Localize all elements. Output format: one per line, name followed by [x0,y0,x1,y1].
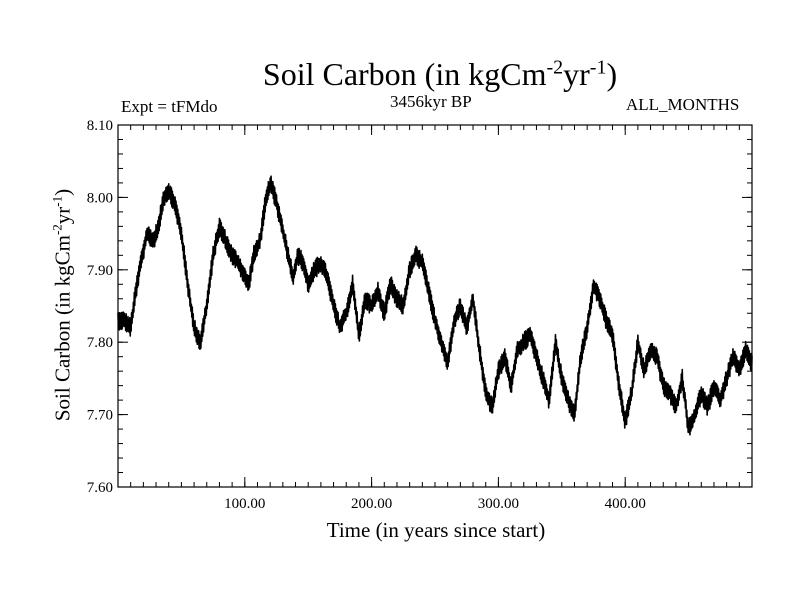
chart-subtitle: 3456kyr BP [390,92,472,111]
y-tick-label: 7.90 [87,263,113,279]
chart-title: Soil Carbon (in kgCm-2yr-1) [262,56,618,92]
y-tick-label: 8.10 [87,118,113,134]
series-line-tFMdo [117,175,753,436]
y-tick-label: 8.00 [87,190,113,206]
x-tick-label: 300.00 [478,496,519,512]
experiment-label: Expt = tFMdo [121,97,218,116]
x-tick-label: 100.00 [224,496,265,512]
y-tick-label: 7.70 [87,408,113,424]
plot-frame [117,124,753,488]
y-tick-label: 7.80 [87,335,113,351]
months-label: ALL_MONTHS [626,95,740,114]
x-tick-label: 400.00 [605,496,646,512]
y-tick-label: 7.60 [87,480,113,496]
x-tick-label: 200.00 [351,496,392,512]
x-axis-label: Time (in years since start) [326,518,546,542]
y-axis-label: Soil Carbon (in kgCm-2yr-1) [49,188,75,422]
